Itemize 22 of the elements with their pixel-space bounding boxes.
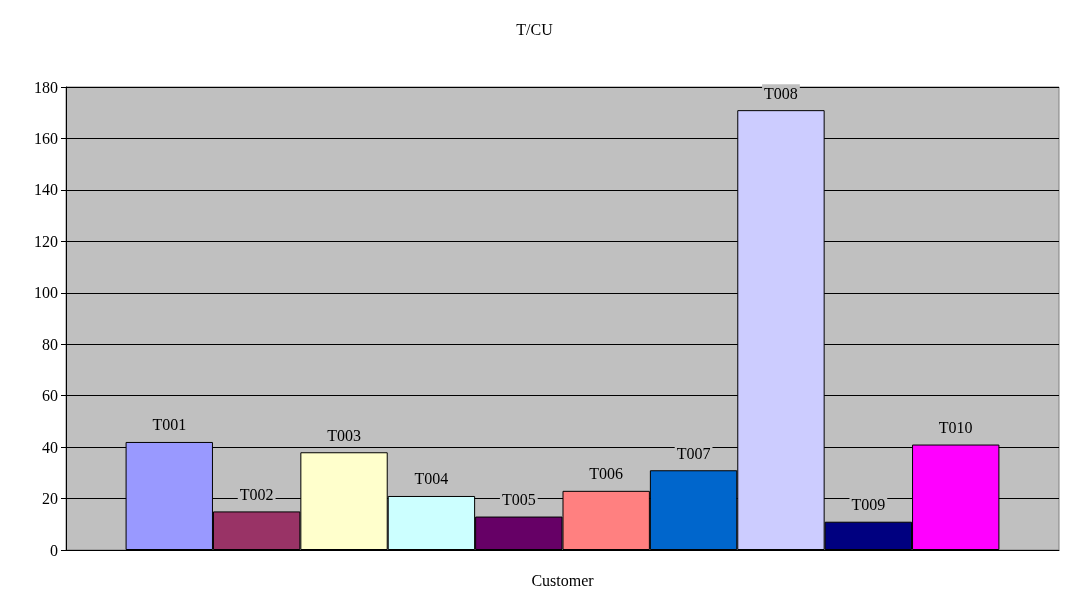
y-tick-label: 0 (50, 541, 58, 559)
series-label: T002 (239, 485, 274, 503)
y-tick-label: 180 (34, 78, 58, 96)
y-tick-label: 60 (42, 387, 58, 405)
series-label: T009 (851, 496, 886, 514)
y-tick-label: 80 (42, 335, 58, 353)
series-label: T001 (152, 416, 187, 434)
series-label: T010 (938, 419, 973, 437)
y-tick-label: 40 (42, 438, 58, 456)
y-tick-label: 100 (34, 284, 58, 302)
series-label: T006 (589, 465, 624, 483)
y-tick-label: 140 (34, 181, 58, 199)
series-label: T007 (676, 444, 711, 462)
y-tick-label: 20 (42, 490, 58, 508)
series-label: T005 (501, 491, 536, 509)
x-axis-title: Customer (531, 571, 595, 589)
y-tick-label: 160 (34, 129, 58, 147)
series-label: T004 (414, 470, 449, 488)
y-tick-label: 120 (34, 232, 58, 250)
series-label: T003 (327, 426, 361, 444)
chart-title: T/CU (516, 20, 554, 38)
series-label: T008 (764, 84, 798, 102)
